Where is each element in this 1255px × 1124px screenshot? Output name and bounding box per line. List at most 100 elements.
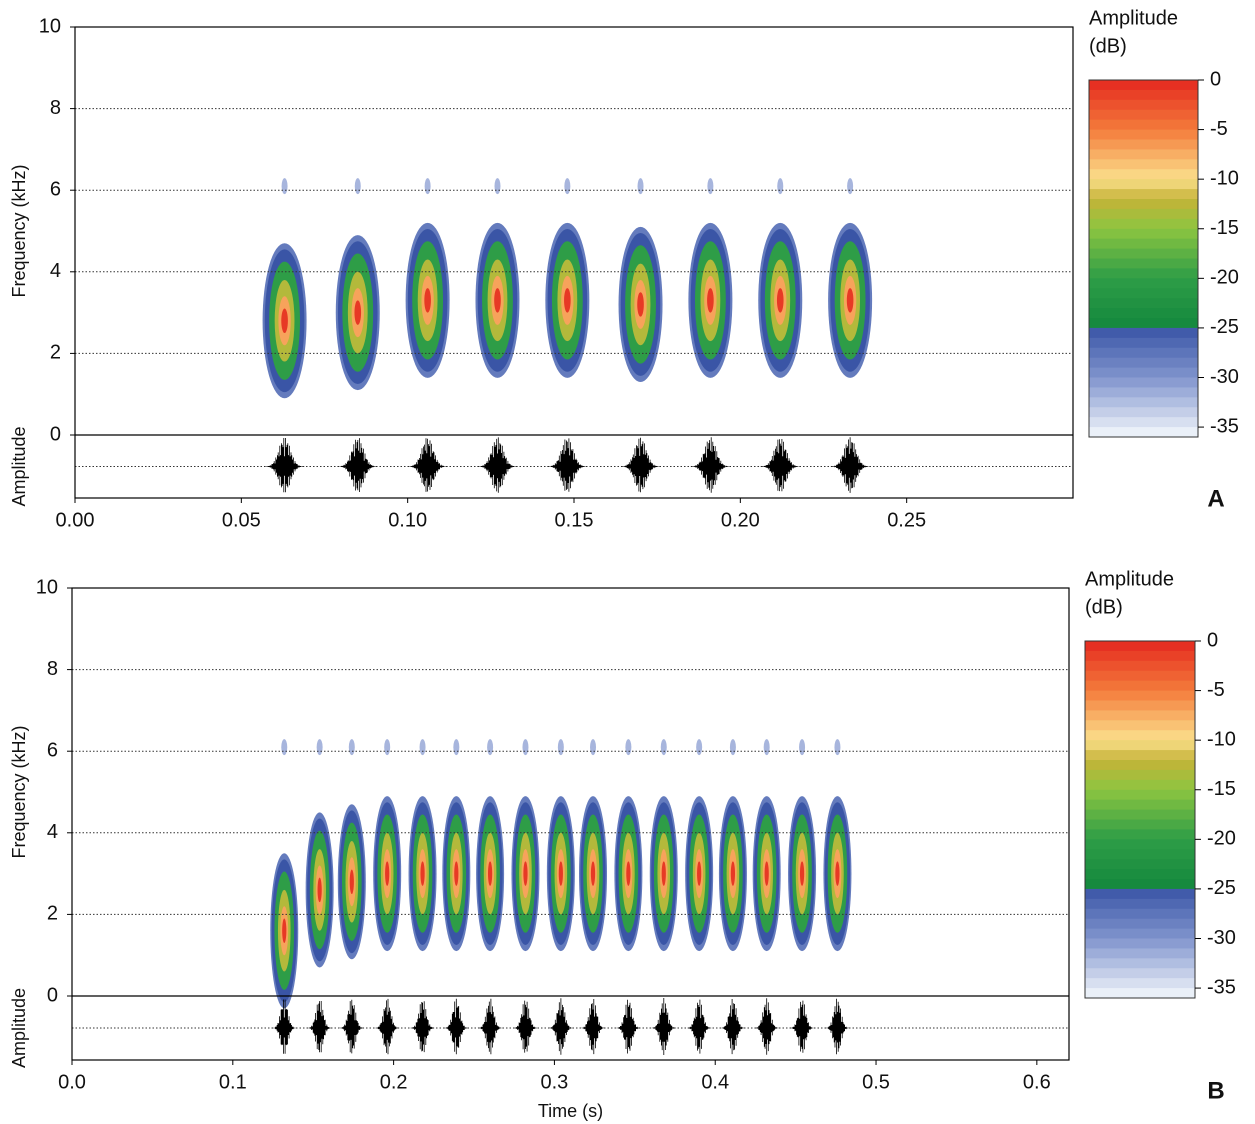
colorbar-title: Amplitude bbox=[1085, 568, 1174, 590]
colorbar-tick-label: -15 bbox=[1207, 778, 1236, 800]
colorbar-step bbox=[1089, 327, 1198, 339]
harmonic-wisp bbox=[316, 739, 323, 756]
colorbar-tick-label: -30 bbox=[1207, 927, 1236, 949]
y-axis-label: Frequency (kHz) bbox=[9, 725, 29, 858]
pulse-peak bbox=[487, 861, 493, 886]
colorbar-tick-label: -10 bbox=[1210, 167, 1239, 189]
colorbar-step bbox=[1089, 278, 1198, 289]
colorbar-tick-label: -20 bbox=[1207, 828, 1236, 850]
colorbar-tick-label: -5 bbox=[1207, 679, 1225, 701]
y-tick-label: 4 bbox=[50, 260, 61, 282]
colorbar-step bbox=[1089, 357, 1198, 369]
colorbar-tick-label: -35 bbox=[1210, 415, 1239, 437]
harmonic-wisp bbox=[557, 739, 564, 756]
y-tick-label: 4 bbox=[47, 821, 58, 843]
colorbar-step bbox=[1089, 218, 1198, 230]
colorbar-tick-label: -25 bbox=[1210, 316, 1239, 338]
colorbar-step bbox=[1089, 228, 1198, 240]
x-tick-label: 0.4 bbox=[701, 1071, 729, 1093]
colorbar-step bbox=[1085, 968, 1195, 979]
harmonic-wisp bbox=[625, 739, 632, 756]
colorbar-step bbox=[1085, 938, 1195, 949]
colorbar-step bbox=[1085, 839, 1195, 850]
harmonic-wisp bbox=[729, 739, 736, 756]
pulse-peak bbox=[707, 288, 714, 313]
harmonic-wisp bbox=[494, 178, 501, 195]
pulse-peak bbox=[354, 300, 362, 325]
pulse-peak bbox=[523, 861, 528, 886]
colorbar-tick-label: -5 bbox=[1210, 118, 1228, 140]
colorbar-step bbox=[1089, 288, 1198, 299]
panel-label: B bbox=[1207, 1077, 1224, 1104]
pulse-peak bbox=[846, 288, 854, 313]
harmonic-wisp bbox=[354, 178, 361, 195]
harmonic-wisp bbox=[696, 739, 703, 756]
harmonic-wisp bbox=[564, 178, 571, 195]
colorbar-step bbox=[1089, 337, 1198, 349]
colorbar-step bbox=[1089, 99, 1198, 111]
x-tick-label: 0.00 bbox=[56, 509, 95, 531]
x-tick-label: 0.05 bbox=[222, 509, 261, 531]
colorbar-tick-label: -35 bbox=[1207, 976, 1236, 998]
harmonic-wisp bbox=[799, 739, 806, 756]
colorbar-step bbox=[1085, 650, 1195, 662]
colorbar-step bbox=[1085, 660, 1195, 672]
harmonic-wisp bbox=[847, 178, 854, 195]
harmonic-wisp bbox=[419, 739, 426, 756]
harmonic-wisp bbox=[281, 178, 288, 195]
pulse-peak bbox=[282, 918, 287, 943]
colorbar-step bbox=[1085, 690, 1195, 701]
colorbar-step bbox=[1085, 898, 1195, 910]
y-tick-label: 2 bbox=[47, 903, 58, 925]
colorbar-step bbox=[1085, 849, 1195, 860]
y-tick-label: 10 bbox=[36, 576, 58, 598]
harmonic-wisp bbox=[348, 739, 355, 756]
colorbar-step bbox=[1089, 179, 1198, 190]
colorbar-step bbox=[1085, 789, 1195, 801]
pulse-peak bbox=[281, 308, 288, 334]
harmonic-wisp bbox=[522, 739, 529, 756]
colorbar-step bbox=[1089, 367, 1198, 378]
colorbar-tick-label: -30 bbox=[1210, 366, 1239, 388]
y-tick-label: 6 bbox=[47, 739, 58, 761]
harmonic-wisp bbox=[777, 178, 784, 195]
pulse-peak bbox=[558, 861, 563, 886]
y-tick-label: 0 bbox=[50, 423, 61, 445]
harmonic-wisp bbox=[707, 178, 714, 195]
colorbar-step bbox=[1089, 397, 1198, 408]
harmonic-wisp bbox=[453, 739, 460, 756]
colorbar-step bbox=[1085, 888, 1195, 900]
panel-label: A bbox=[1207, 485, 1224, 512]
colorbar-step bbox=[1089, 417, 1198, 428]
y-tick-label: 0 bbox=[47, 984, 58, 1006]
colorbar-title: Amplitude bbox=[1089, 7, 1178, 29]
pulse-peak bbox=[835, 861, 840, 886]
colorbar-step bbox=[1085, 641, 1195, 652]
colorbar-step bbox=[1089, 238, 1198, 250]
colorbar-step bbox=[1089, 208, 1198, 220]
colorbar-step bbox=[1089, 89, 1198, 101]
colorbar-step bbox=[1089, 80, 1198, 91]
colorbar-tick-label: -25 bbox=[1207, 877, 1236, 899]
colorbar-tick-label: -10 bbox=[1207, 728, 1236, 750]
colorbar-step bbox=[1085, 859, 1195, 870]
colorbar-tick-label: 0 bbox=[1207, 629, 1218, 651]
colorbar-step bbox=[1089, 119, 1198, 131]
colorbar-step bbox=[1085, 869, 1195, 880]
pulse-peak bbox=[385, 861, 390, 886]
colorbar-step bbox=[1089, 377, 1198, 388]
pulse-peak bbox=[776, 288, 784, 313]
colorbar-step bbox=[1089, 308, 1198, 319]
colorbar-title: (dB) bbox=[1085, 596, 1123, 618]
colorbar-step bbox=[1089, 149, 1198, 160]
amplitude-label: Amplitude bbox=[9, 426, 29, 506]
colorbar-step bbox=[1085, 730, 1195, 741]
colorbar-step bbox=[1085, 760, 1195, 771]
waveform bbox=[271, 998, 849, 1055]
colorbar-tick-label: -15 bbox=[1210, 217, 1239, 239]
colorbar-step bbox=[1085, 879, 1195, 890]
x-tick-label: 0.3 bbox=[541, 1071, 569, 1093]
colorbar-step bbox=[1085, 680, 1195, 692]
colorbar-step bbox=[1085, 948, 1195, 959]
colorbar-tick-label: 0 bbox=[1210, 68, 1221, 90]
